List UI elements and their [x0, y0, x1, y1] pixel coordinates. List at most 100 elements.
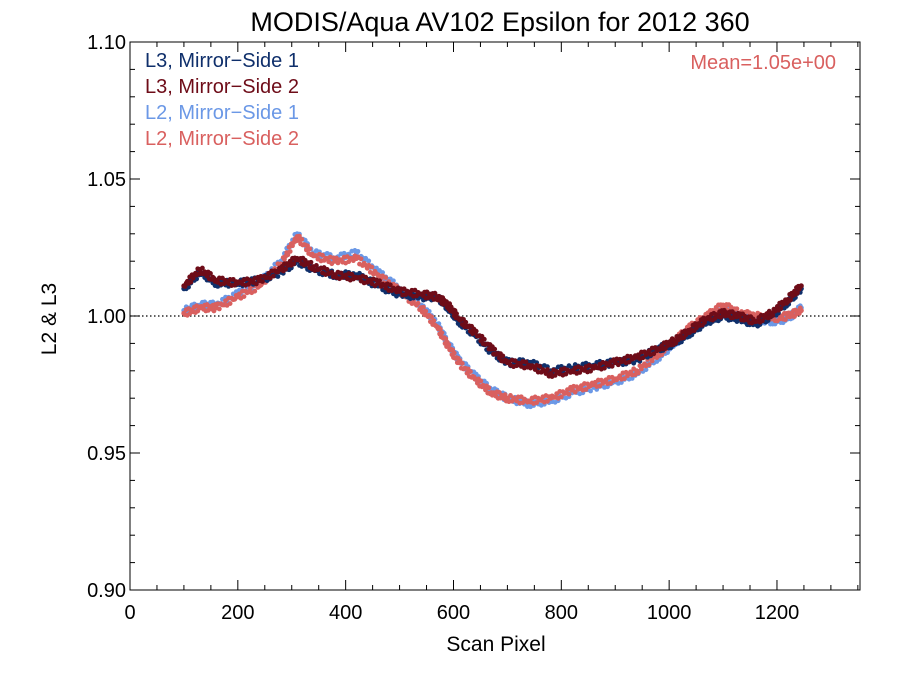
data-point-dense	[602, 365, 607, 371]
data-point-dense	[421, 304, 426, 310]
data-point-dense	[338, 270, 344, 276]
data-point-dense	[759, 318, 765, 324]
data-points-group	[181, 231, 804, 410]
data-point-dense	[626, 359, 632, 365]
data-point-dense	[308, 259, 314, 265]
y-tick-label: 0.95	[87, 443, 126, 465]
data-point-dense	[615, 362, 621, 368]
data-point	[798, 283, 804, 289]
y-axis-label: L2 & L3	[38, 283, 61, 355]
data-point-dense	[463, 319, 469, 325]
data-point-dense	[291, 261, 297, 267]
data-point-dense	[468, 369, 473, 374]
data-point-dense	[734, 306, 740, 312]
data-point-dense	[391, 278, 396, 284]
data-point-dense	[502, 392, 508, 398]
data-point-dense	[486, 385, 492, 391]
data-point-dense	[478, 378, 484, 384]
legend-entry: L2, Mirror−Side 2	[145, 128, 299, 150]
y-tick-label: 0.90	[87, 580, 126, 602]
data-point-dense	[363, 274, 369, 280]
data-point-dense	[545, 367, 550, 372]
data-point-dense	[260, 279, 265, 284]
data-point-dense	[241, 294, 247, 300]
data-point-dense	[597, 383, 603, 389]
x-axis-label: Scan Pixel	[446, 633, 545, 656]
data-point-dense	[283, 266, 288, 272]
legend-entry: L3, Mirror−Side 1	[145, 50, 299, 72]
data-point-dense	[432, 290, 438, 296]
ticks-group: 0 200 400 600 800 1000 1200 0.90 0.95 1.00 1.05 1.1…	[87, 32, 860, 624]
data-point-dense	[583, 387, 589, 392]
x-tick-label: 400	[329, 602, 362, 624]
data-point-dense	[783, 317, 788, 323]
data-point-dense	[788, 297, 794, 303]
data-point-dense	[643, 367, 649, 373]
data-point-dense	[451, 350, 457, 356]
data-point-dense	[646, 348, 652, 354]
data-point-dense	[380, 270, 386, 275]
data-point-dense	[439, 330, 445, 336]
data-point-dense	[609, 363, 615, 369]
data-point-dense	[324, 267, 330, 272]
x-tick-label: 200	[221, 602, 254, 624]
data-point-dense	[446, 342, 452, 348]
data-point-dense	[794, 290, 800, 296]
data-point-dense	[246, 281, 252, 287]
data-point-dense	[545, 398, 550, 404]
data-point-dense	[247, 286, 253, 291]
x-tick-label: 0	[124, 602, 135, 624]
data-point-dense	[646, 362, 652, 368]
series-points	[181, 255, 804, 380]
data-point-dense	[369, 264, 375, 270]
data-point-dense	[270, 273, 276, 279]
data-point-dense	[227, 301, 233, 306]
data-point-dense	[423, 308, 429, 314]
data-point-dense	[534, 400, 540, 406]
data-point-dense	[718, 314, 724, 320]
data-point-dense	[629, 376, 635, 381]
data-point-dense	[253, 281, 259, 287]
data-point-dense	[188, 279, 194, 285]
data-point-dense	[431, 318, 437, 324]
x-tick-label: 800	[545, 602, 578, 624]
legend-entry: L3, Mirror−Side 2	[145, 76, 299, 98]
legend: L3, Mirror−Side 1 L3, Mirror−Side 2 L2, Mi…	[145, 50, 299, 150]
mean-annotation: Mean=1.05e+00	[690, 52, 836, 74]
data-point-dense	[366, 258, 372, 264]
data-point-dense	[500, 353, 506, 359]
data-point-dense	[577, 370, 583, 375]
data-point-dense	[552, 372, 558, 378]
legend-entry: L2, Mirror−Side 1	[145, 102, 299, 124]
data-point-dense	[523, 359, 529, 365]
data-point-dense	[299, 236, 305, 242]
data-point-dense	[285, 252, 291, 258]
data-point-dense	[190, 275, 196, 281]
data-point-dense	[313, 263, 319, 268]
x-tick-label: 600	[437, 602, 470, 624]
data-point-dense	[387, 282, 393, 288]
data-point-dense	[640, 355, 646, 361]
data-point-dense	[459, 360, 465, 366]
data-point-dense	[473, 328, 479, 334]
data-point-dense	[383, 275, 389, 280]
data-point-dense	[618, 380, 624, 385]
data-point-dense	[778, 306, 784, 311]
data-point-dense	[426, 308, 432, 314]
data-point-dense	[588, 368, 593, 374]
data-point-dense	[199, 265, 205, 271]
data-point-dense	[307, 246, 313, 252]
data-point-dense	[492, 346, 498, 352]
y-tick-label: 1.05	[87, 169, 126, 191]
data-point-dense	[355, 248, 361, 254]
data-point-dense	[770, 312, 776, 318]
data-point-dense	[622, 376, 627, 382]
data-point-dense	[349, 271, 355, 277]
data-point	[798, 307, 804, 314]
data-point-dense	[454, 311, 459, 317]
data-point-dense	[702, 320, 707, 325]
data-point-dense	[358, 256, 364, 262]
chart-title: MODIS/Aqua AV102 Epsilon for 2012 360	[250, 7, 749, 37]
